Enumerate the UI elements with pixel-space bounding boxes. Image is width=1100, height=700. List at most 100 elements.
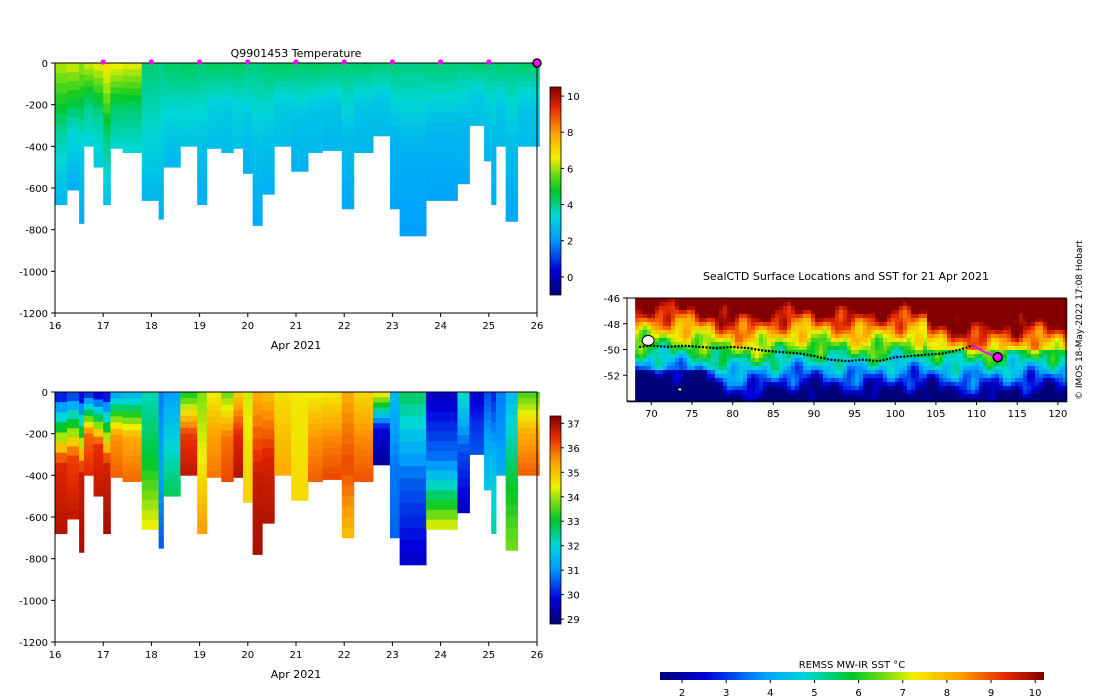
- sst-cell: [1027, 322, 1032, 327]
- profile-cell: [517, 74, 540, 82]
- sst-cell: [927, 390, 932, 395]
- profile-cell: [252, 461, 263, 474]
- sst-cell: [679, 302, 684, 307]
- sst-cell: [671, 346, 676, 351]
- sst-cell: [647, 310, 652, 315]
- sst-cell: [887, 334, 892, 339]
- profile-cell: [141, 63, 160, 74]
- sst-cell: [799, 306, 804, 311]
- sst-cell: [775, 358, 780, 363]
- sst-cell: [723, 306, 728, 311]
- sst-cell: [723, 366, 728, 371]
- profile-cell: [469, 400, 485, 406]
- sst-cell: [923, 378, 928, 383]
- sst-cell: [819, 318, 824, 323]
- sst-cell: [963, 370, 968, 375]
- sst-cell: [1035, 318, 1040, 323]
- sst-cell: [735, 390, 740, 395]
- sst-cell: [847, 370, 852, 375]
- profile-cell: [274, 140, 292, 147]
- sst-cell: [971, 330, 976, 335]
- sst-cell: [687, 302, 692, 307]
- profile-cell: [103, 432, 111, 443]
- sst-cell: [651, 386, 656, 391]
- profile-cell: [483, 419, 492, 428]
- sst-cell: [1015, 322, 1020, 327]
- profile-cell: [122, 133, 143, 141]
- sst-cell: [647, 346, 652, 351]
- profile-cell: [353, 69, 374, 77]
- profile-cell: [496, 421, 507, 429]
- sst-cell: [707, 330, 712, 335]
- sst-cell: [1007, 358, 1012, 363]
- sst-cell: [927, 354, 932, 359]
- sst-cell: [1011, 390, 1016, 395]
- profile-cell: [233, 446, 244, 454]
- sst-cell: [999, 298, 1004, 303]
- profile-cell: [322, 106, 343, 114]
- sst-cell: [939, 326, 944, 331]
- profile-cell: [252, 167, 263, 180]
- sst-cell: [971, 346, 976, 351]
- sst-cell: [999, 330, 1004, 335]
- sst-cell: [691, 326, 696, 331]
- sst-cell: [751, 306, 756, 311]
- sst-cell: [911, 322, 916, 327]
- sst-cell: [735, 326, 740, 331]
- sst-cell: [839, 354, 844, 359]
- profile-cell: [141, 141, 160, 152]
- profile-cell: [55, 154, 68, 165]
- profile-cell: [373, 438, 391, 445]
- sst-cell: [683, 378, 688, 383]
- sst-cell: [811, 338, 816, 343]
- sst-cell: [667, 398, 672, 403]
- sst-cell: [991, 318, 996, 323]
- profile-cell: [242, 462, 254, 472]
- profile-cell: [496, 415, 507, 423]
- profile-cell: [221, 417, 234, 425]
- profile-cell: [103, 184, 111, 195]
- sst-cell: [935, 390, 940, 395]
- profile-cell: [163, 100, 181, 109]
- profile-cell: [426, 171, 458, 182]
- sst-cell: [907, 354, 912, 359]
- sst-cell: [755, 346, 760, 351]
- sst-cell: [959, 346, 964, 351]
- sst-cell: [643, 370, 648, 375]
- sst-cell: [975, 354, 980, 359]
- profile-cell: [389, 135, 401, 147]
- sst-cell: [647, 358, 652, 363]
- sst-cell: [715, 310, 720, 315]
- sst-cell: [867, 330, 872, 335]
- sst-cell: [771, 374, 776, 379]
- sst-cell: [679, 394, 684, 399]
- sst-cell: [951, 326, 956, 331]
- sst-cell: [887, 358, 892, 363]
- profile-cell: [158, 470, 164, 482]
- sst-cell: [711, 342, 716, 347]
- sst-cell: [771, 318, 776, 323]
- profile-cell: [373, 83, 391, 90]
- sst-cell: [979, 362, 984, 367]
- sst-cell: [967, 354, 972, 359]
- sst-cell: [1031, 314, 1036, 319]
- sst-cell: [899, 306, 904, 311]
- sst-cell: [795, 378, 800, 383]
- sst-cell: [767, 382, 772, 387]
- sst-cell: [923, 342, 928, 347]
- profile-cell: [197, 123, 208, 135]
- profile-cell: [158, 503, 164, 516]
- profile-cell: [206, 446, 222, 454]
- sst-cell: [959, 318, 964, 323]
- profile-cell: [233, 136, 244, 143]
- profile-cell: [483, 146, 492, 155]
- sst-cell: [871, 362, 876, 367]
- profile-cell: [233, 410, 244, 417]
- sst-cell: [823, 306, 828, 311]
- sst-cell: [683, 326, 688, 331]
- profile-cell: [399, 429, 427, 442]
- sst-cell: [1063, 354, 1068, 359]
- sst-cell: [767, 390, 772, 395]
- profile-cell: [158, 447, 164, 460]
- sst-cell: [723, 358, 728, 363]
